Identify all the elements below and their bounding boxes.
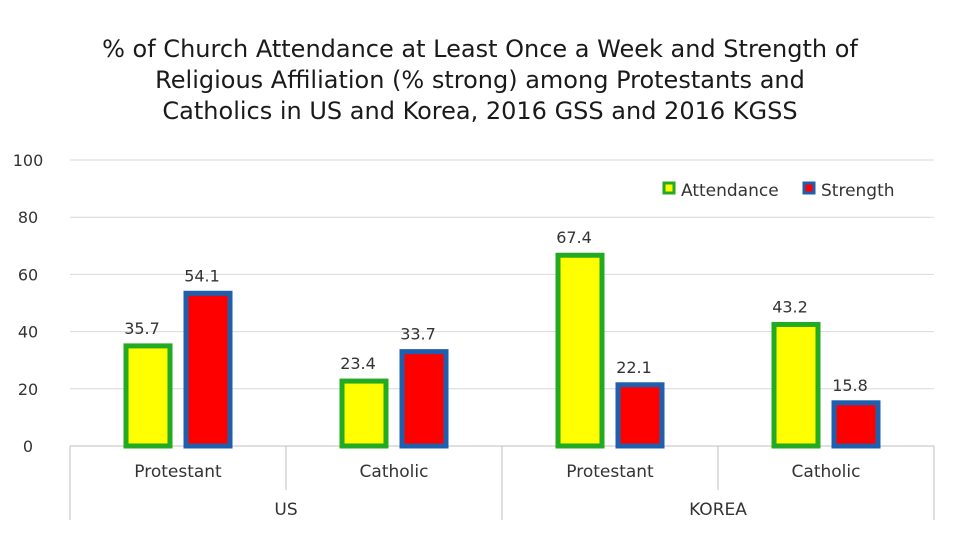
bar-strength-3 (831, 400, 881, 449)
y-tick-label: 0 (23, 437, 33, 456)
legend-label-strength: Strength (821, 181, 895, 201)
data-label-attendance: 23.4 (340, 354, 376, 373)
chart-title-line-3: Catholics in US and Korea, 2016 GSS and … (162, 97, 798, 125)
bar-strength-1 (399, 349, 449, 449)
bar-strength-2 (615, 382, 665, 449)
legend: Attendance Strength (662, 181, 895, 201)
x-category-label: Catholic (360, 462, 429, 482)
bar-strength-0 (183, 290, 233, 449)
axes: 0 20 40 60 80 100 Protestant Catholic Protestant… (13, 151, 935, 520)
legend-swatch-attendance (662, 181, 676, 195)
data-labels: 35.7 23.4 67.4 43.2 54.1 33.7 22.1 15.8 (124, 228, 868, 395)
bar-attendance-1 (339, 378, 389, 449)
bar-attendance-2 (555, 252, 605, 449)
y-tick-label: 20 (18, 380, 38, 399)
y-tick-label: 60 (18, 265, 38, 284)
bars (123, 252, 881, 449)
y-tick-label: 80 (18, 208, 38, 227)
data-label-attendance: 43.2 (772, 297, 808, 316)
data-label-strength: 54.1 (184, 266, 220, 285)
data-label-strength: 33.7 (400, 325, 436, 344)
x-group-label: KOREA (689, 500, 747, 520)
data-label-strength: 22.1 (616, 358, 652, 377)
chart-title: % of Church Attendance at Least Once a W… (40, 34, 920, 127)
y-tick-label: 100 (13, 151, 44, 170)
data-label-attendance: 67.4 (556, 228, 592, 247)
x-group-label: US (274, 500, 297, 520)
x-category-label: Protestant (566, 462, 654, 482)
legend-swatch-strength (802, 181, 816, 195)
data-label-strength: 15.8 (832, 376, 868, 395)
chart-title-line-2: Religious Affiliation (% strong) among P… (155, 66, 805, 94)
x-category-label: Protestant (134, 462, 222, 482)
data-label-attendance: 35.7 (124, 319, 160, 338)
y-tick-label: 40 (18, 323, 38, 342)
legend-label-attendance: Attendance (681, 181, 779, 201)
bar-attendance-3 (771, 321, 821, 449)
bar-attendance-0 (123, 343, 173, 449)
x-category-label: Catholic (792, 462, 861, 482)
chart-title-line-1: % of Church Attendance at Least Once a W… (102, 35, 858, 63)
